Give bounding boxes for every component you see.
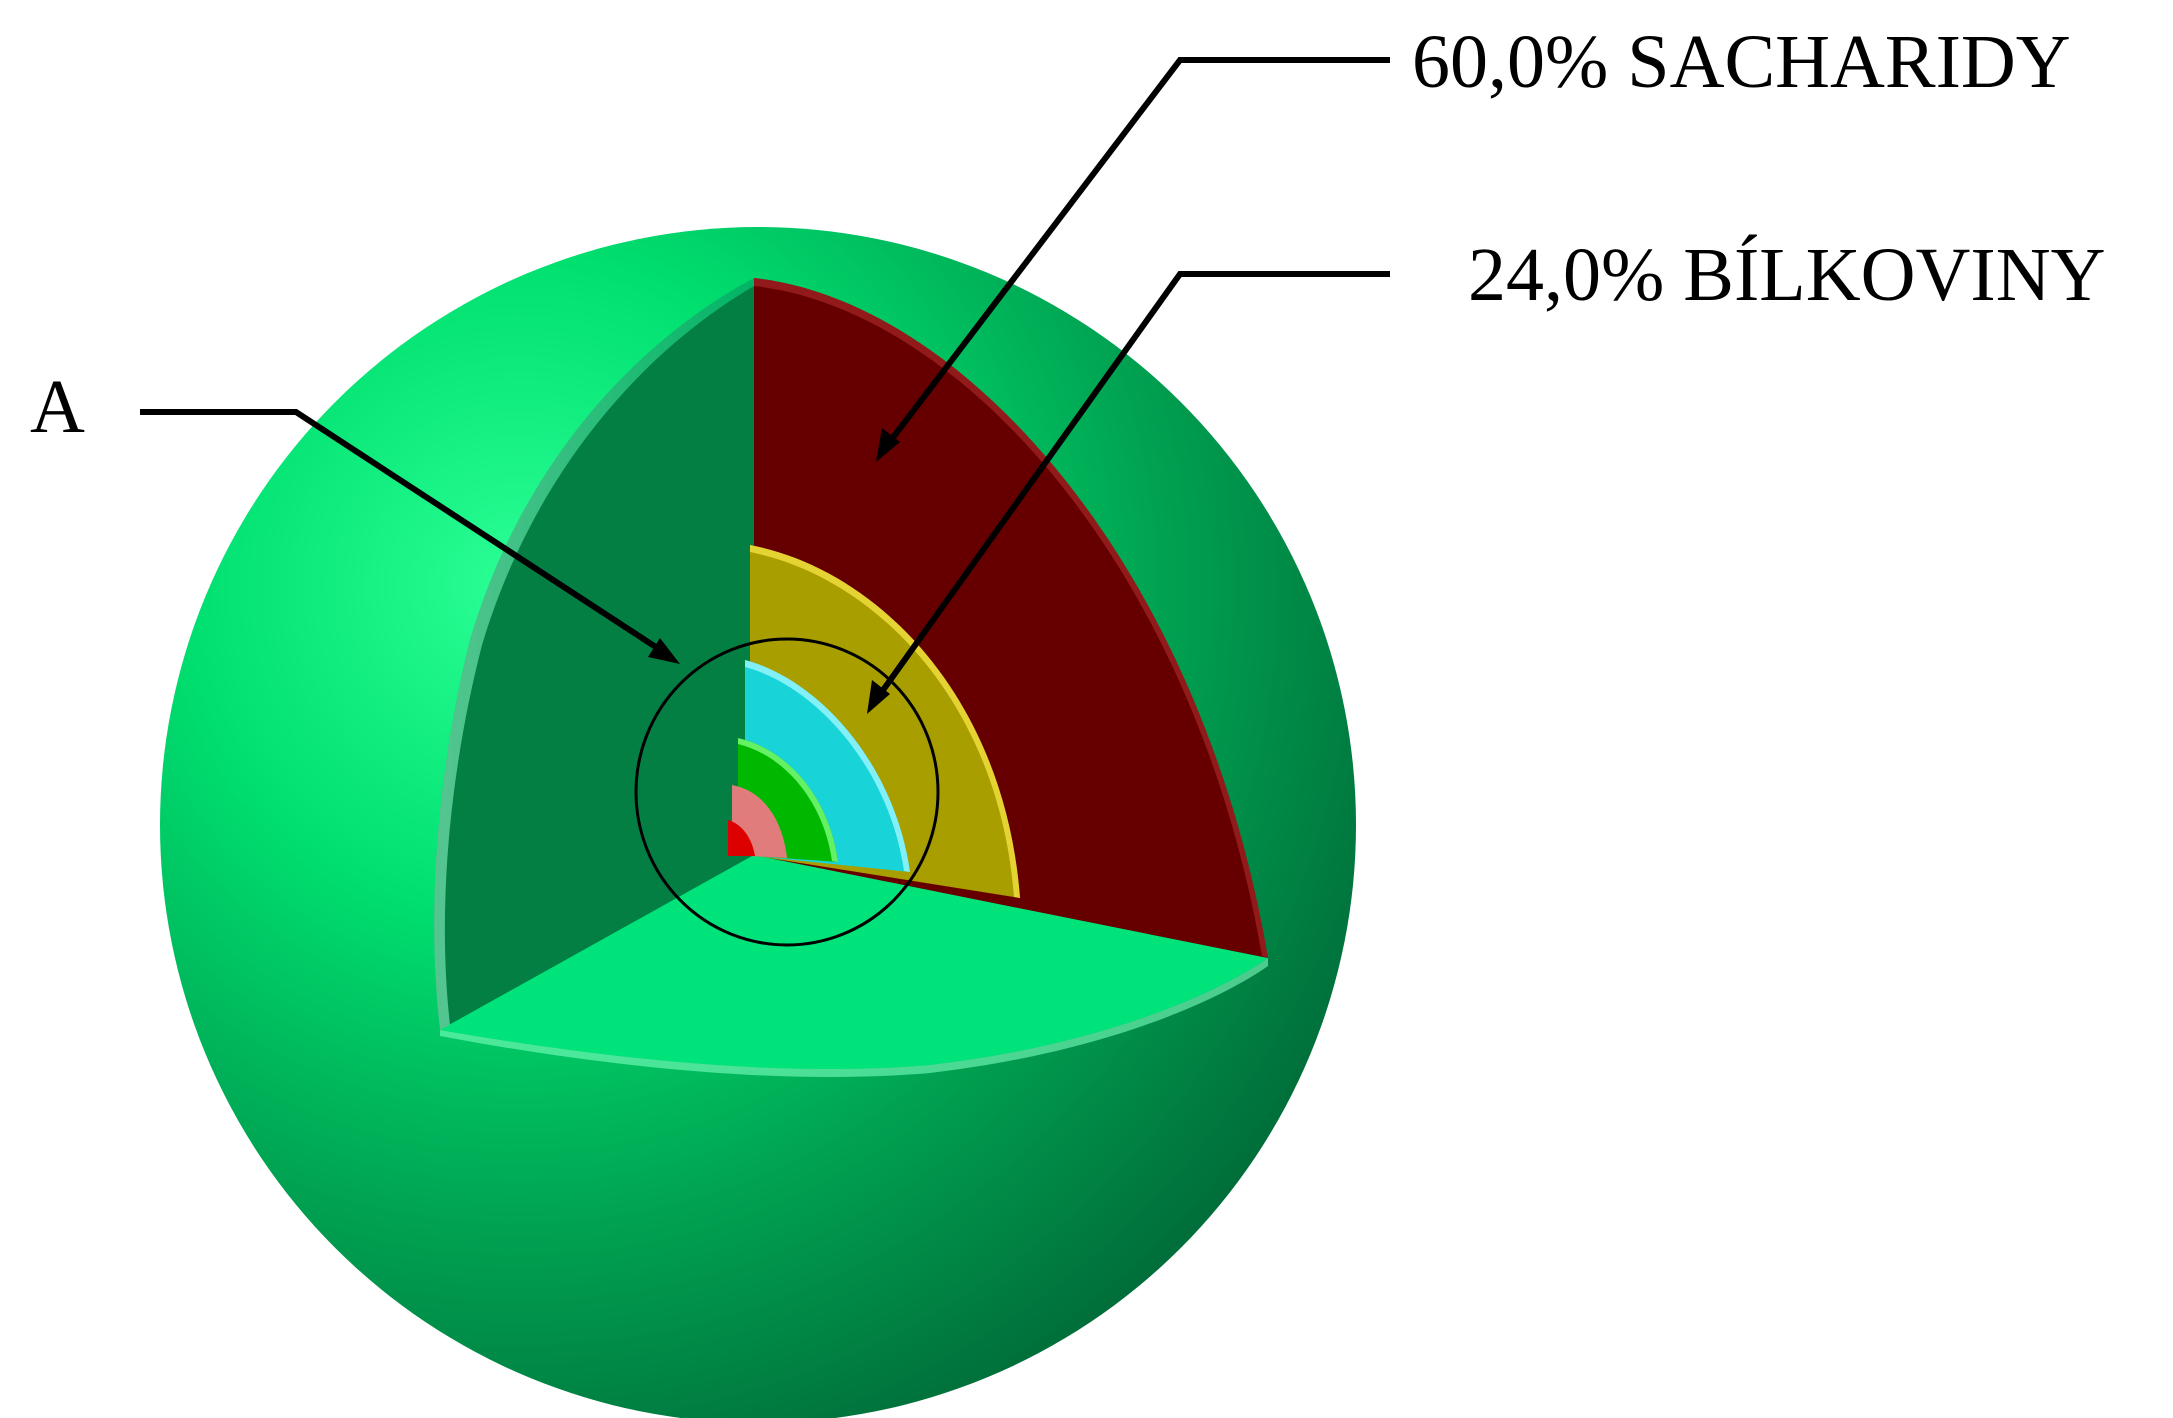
leader-line-a (140, 409, 670, 658)
label-bilkoviny: 24,0% BÍLKOVINY (1468, 233, 2105, 317)
leader-line-bilkoviny (873, 271, 1390, 702)
label-sacharidy: 60,0% SACHARIDY (1412, 20, 2071, 104)
cut-face-horizontal (440, 855, 1268, 1070)
label-a: A (30, 365, 85, 449)
layer-bilkoviny-rim (750, 545, 1020, 898)
layer-red (728, 820, 755, 856)
arrowhead-a (648, 638, 680, 664)
detail-circle (634, 637, 940, 947)
arrowhead-bilkoviny (867, 680, 890, 714)
cut-face-edge (440, 958, 1268, 1078)
arrowhead-sacharidy (876, 428, 900, 462)
leader-line-sacharidy (882, 57, 1390, 450)
cut-face-vertical (434, 278, 754, 1030)
